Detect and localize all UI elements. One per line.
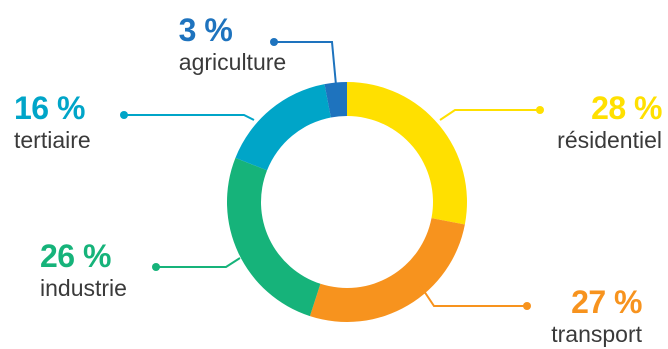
leader-dot-tertiaire: [120, 111, 128, 119]
label-tertiaire: 16 % tertiaire: [14, 90, 91, 154]
slice-industrie: [227, 157, 321, 317]
leader-line-agriculture: [274, 41, 337, 86]
slice-residentiel: [347, 82, 468, 225]
slice-value-agriculture: 3 %: [178, 12, 233, 48]
leader-dot-agriculture: [270, 38, 278, 46]
slice-value-industrie: 26 %: [40, 238, 111, 274]
donut-slices: [227, 82, 468, 322]
leader-line-tertiaire: [124, 114, 255, 121]
label-agriculture: 3 % agriculture: [160, 12, 305, 76]
slice-value-tertiaire: 16 %: [14, 90, 85, 126]
leader-line-residentiel: [439, 109, 540, 121]
label-transport: 27 % transport: [551, 284, 642, 348]
leader-line-industrie: [156, 257, 241, 268]
label-residentiel: 28 % résidentiel: [557, 90, 662, 154]
slice-name-agriculture: agriculture: [178, 49, 287, 75]
leader-dot-industrie: [152, 263, 160, 271]
slice-tertiaire: [235, 84, 331, 171]
slice-name-transport: transport: [551, 321, 642, 347]
label-industrie: 26 % industrie: [40, 238, 127, 302]
slice-name-residentiel: résidentiel: [557, 127, 662, 153]
slice-value-transport: 27 %: [571, 284, 642, 320]
slice-name-tertiaire: tertiaire: [14, 127, 91, 153]
slice-value-residentiel: 28 %: [591, 90, 662, 126]
slice-name-industrie: industrie: [40, 275, 127, 301]
slice-transport: [309, 218, 465, 322]
leader-dot-residentiel: [536, 106, 544, 114]
leader-lines: [120, 38, 544, 310]
leader-line-transport: [419, 284, 527, 307]
leader-dot-transport: [523, 302, 531, 310]
slice-agriculture: [324, 82, 347, 118]
